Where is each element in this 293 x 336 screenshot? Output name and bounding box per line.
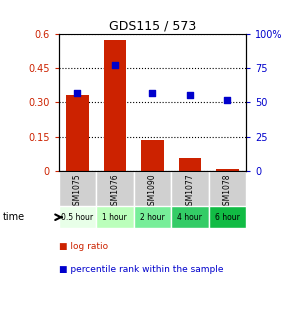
Bar <box>134 171 171 206</box>
Text: GSM1078: GSM1078 <box>223 174 232 210</box>
Text: 1 hour: 1 hour <box>103 213 127 222</box>
Text: time: time <box>3 212 25 222</box>
Bar <box>96 171 134 206</box>
Text: 2 hour: 2 hour <box>140 213 165 222</box>
Bar <box>66 95 88 171</box>
Point <box>113 62 117 68</box>
Bar <box>179 158 201 171</box>
Point <box>75 90 80 95</box>
Bar <box>59 206 96 228</box>
Bar <box>171 171 209 206</box>
Bar <box>171 206 209 228</box>
Bar <box>59 171 96 206</box>
Point <box>150 90 155 95</box>
Bar <box>141 140 163 171</box>
Text: ■ percentile rank within the sample: ■ percentile rank within the sample <box>59 265 223 275</box>
Text: 0.5 hour: 0.5 hour <box>61 213 93 222</box>
Point <box>188 93 192 98</box>
Bar <box>216 169 239 171</box>
Text: 6 hour: 6 hour <box>215 213 240 222</box>
Title: GDS115 / 573: GDS115 / 573 <box>109 19 196 33</box>
Text: GSM1090: GSM1090 <box>148 174 157 210</box>
Text: ■ log ratio: ■ log ratio <box>59 242 108 251</box>
Bar <box>104 40 126 171</box>
Bar <box>96 206 134 228</box>
Bar <box>209 206 246 228</box>
Text: GSM1076: GSM1076 <box>110 174 119 210</box>
Point <box>225 97 230 102</box>
Bar <box>134 206 171 228</box>
Text: GSM1077: GSM1077 <box>185 174 194 210</box>
Text: 4 hour: 4 hour <box>178 213 202 222</box>
Bar <box>209 171 246 206</box>
Text: GSM1075: GSM1075 <box>73 174 82 210</box>
